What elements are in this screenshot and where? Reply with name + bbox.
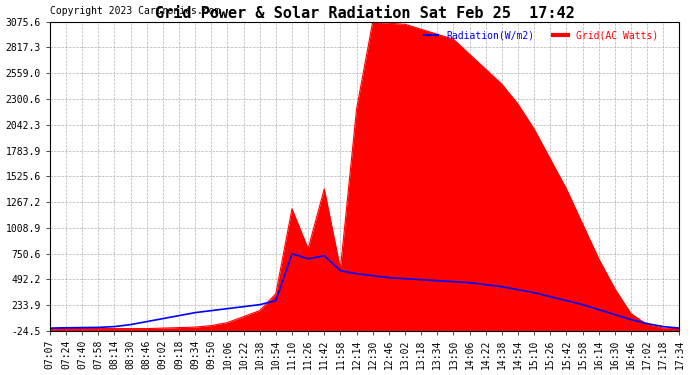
Title: Grid Power & Solar Radiation Sat Feb 25  17:42: Grid Power & Solar Radiation Sat Feb 25 … bbox=[155, 6, 575, 21]
Legend: Radiation(W/m2), Grid(AC Watts): Radiation(W/m2), Grid(AC Watts) bbox=[420, 27, 662, 44]
Text: Copyright 2023 Cartronics.com: Copyright 2023 Cartronics.com bbox=[50, 6, 220, 15]
